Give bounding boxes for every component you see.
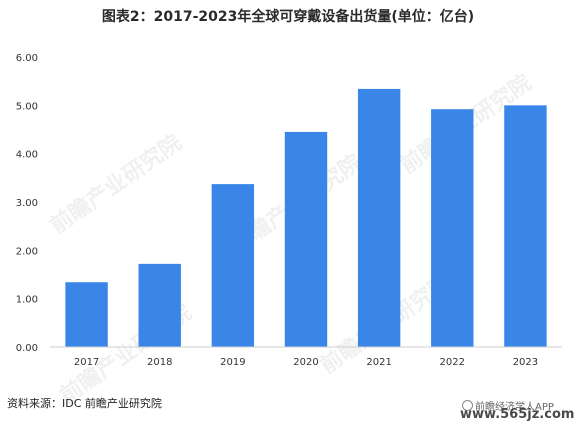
x-tick-label: 2018 [147,357,172,368]
x-tick-label: 2019 [220,357,245,368]
x-tick-label: 2020 [293,357,318,368]
bar-2021 [357,88,401,348]
bar-2017 [65,282,108,347]
source-note: 资料来源：IDC 前瞻产业研究院 [7,397,162,410]
credit: 前瞻经济学人APP [462,398,554,413]
site-watermark: www.565jz.com [460,407,575,422]
x-tick-label: 2017 [74,357,99,368]
y-tick-label: 5.00 [16,101,38,112]
y-tick-label: 3.00 [16,198,38,209]
bar-2018 [138,263,181,347]
x-tick-label: 2023 [513,357,538,368]
bar-2020 [284,131,328,347]
bar-2023 [504,105,547,347]
y-tick-label: 0.00 [16,343,38,354]
y-axis: 0.00 1.00 2.00 3.00 4.00 5.00 6.00 [16,53,38,354]
y-tick-label: 6.00 [16,53,38,64]
x-axis: 2017 2018 2019 2020 2021 2022 2023 [74,357,538,368]
bars [65,88,547,348]
credit-label: 前瞻经济学人APP [475,402,554,413]
watermark-text: 前瞻产业研究院 [45,129,186,239]
x-tick-label: 2022 [440,357,465,368]
y-tick-label: 4.00 [16,150,38,161]
y-tick-label: 1.00 [16,295,38,306]
bar-2019 [211,184,255,347]
y-tick-label: 2.00 [16,246,38,257]
chart-title: 图表2：2017-2023年全球可穿戴设备出货量(单位：亿台) [101,9,475,25]
app-logo-icon [462,400,473,411]
bar-2022 [431,109,474,347]
x-tick-label: 2021 [366,357,391,368]
